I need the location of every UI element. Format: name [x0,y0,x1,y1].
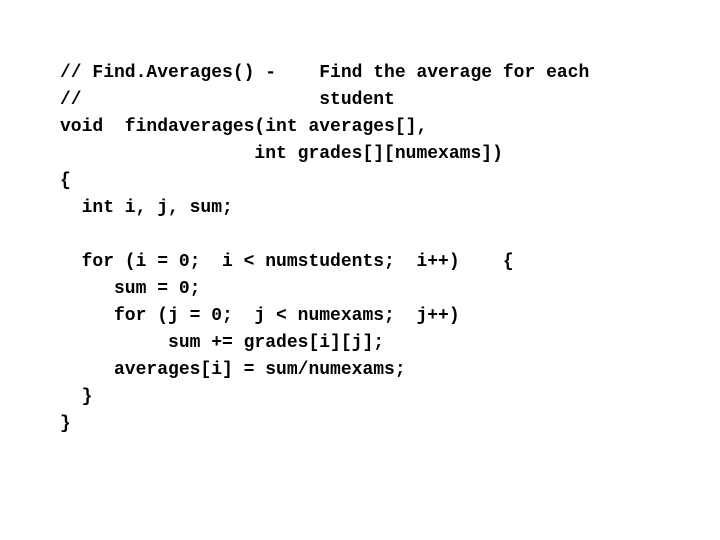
code-line-9: for (j = 0; j < numexams; j++) [60,306,460,326]
code-block: // Find.Averages() - Find the average fo… [0,0,720,438]
code-line-13: } [60,414,71,434]
code-line-0: // Find.Averages() - Find the average fo… [60,63,589,83]
code-line-2: void findaverages(int averages[], [60,117,427,137]
code-line-1: // student [60,90,395,110]
code-line-11: averages[i] = sum/numexams; [60,360,406,380]
code-line-10: sum += grades[i][j]; [60,333,384,353]
code-line-7: for (i = 0; i < numstudents; i++) { [60,252,514,272]
code-line-4: { [60,171,71,191]
code-line-8: sum = 0; [60,279,200,299]
code-line-12: } [60,387,92,407]
code-line-3: int grades[][numexams]) [60,144,503,164]
code-line-5: int i, j, sum; [60,198,233,218]
